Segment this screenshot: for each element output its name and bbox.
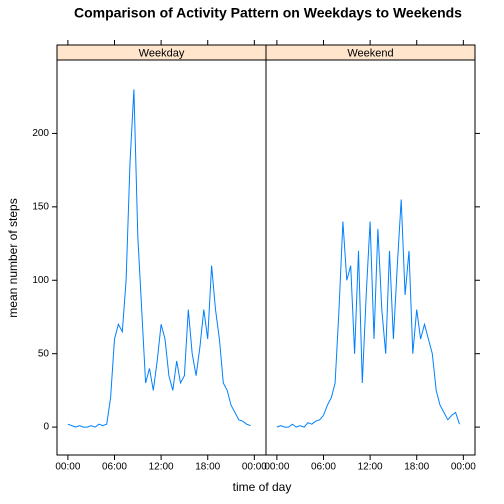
strip-label: Weekend — [347, 47, 393, 59]
y-axis-label: mean number of steps — [6, 198, 20, 317]
x-tick-label: 00:00 — [242, 462, 267, 473]
y-tick-label: 150 — [32, 201, 49, 212]
data-line — [276, 199, 460, 428]
x-tick-label: 12:00 — [358, 462, 383, 473]
y-tick-label: 0 — [43, 422, 49, 433]
x-tick-label: 06:00 — [311, 462, 336, 473]
chart-title: Comparison of Activity Pattern on Weekda… — [74, 5, 462, 21]
x-tick-label: 00:00 — [55, 462, 80, 473]
x-tick-label: 12:00 — [149, 462, 174, 473]
x-axis-label: time of day — [233, 480, 292, 494]
y-tick-label: 100 — [32, 275, 49, 286]
x-tick-label: 00:00 — [451, 462, 476, 473]
x-tick-label: 18:00 — [195, 462, 220, 473]
panel — [56, 59, 267, 456]
y-tick-label: 200 — [32, 128, 49, 139]
strip-label: Weekday — [139, 47, 185, 59]
y-tick-label: 50 — [38, 348, 50, 359]
panel — [265, 59, 476, 456]
x-tick-label: 06:00 — [102, 462, 127, 473]
x-tick-label: 00:00 — [264, 462, 289, 473]
data-line — [67, 89, 251, 428]
x-tick-label: 18:00 — [404, 462, 429, 473]
